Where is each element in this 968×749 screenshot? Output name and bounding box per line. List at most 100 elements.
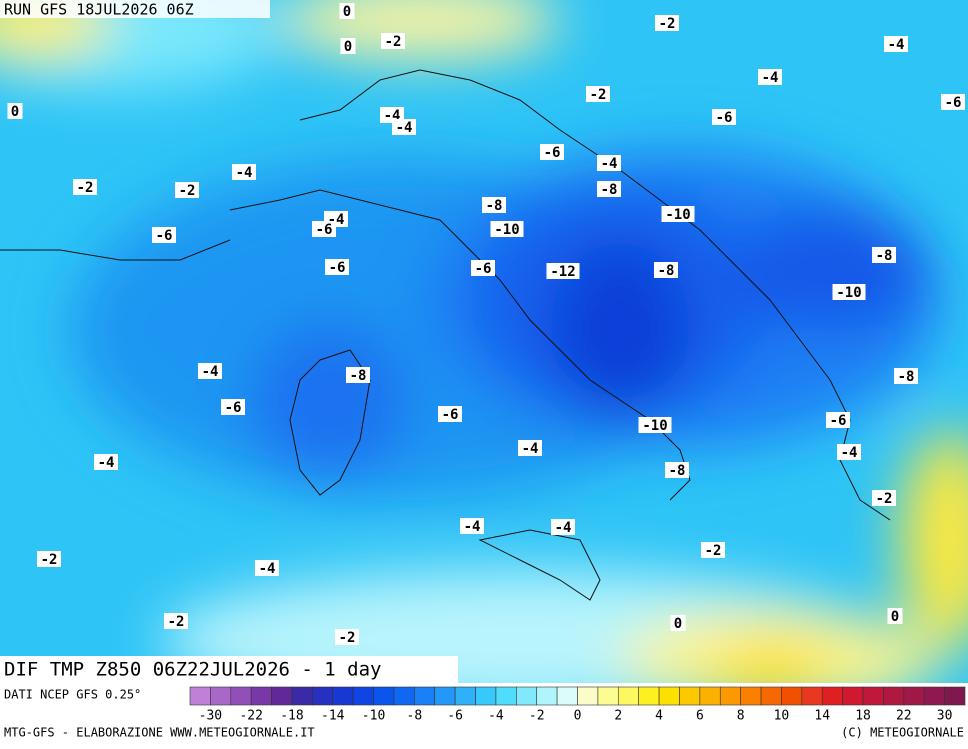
contour-label: 0 — [674, 616, 682, 632]
contour-label: 0 — [344, 39, 352, 55]
colorbar-box — [434, 686, 456, 706]
contour-label-box — [551, 519, 575, 535]
contour-label: -6 — [442, 407, 459, 423]
colorbar-box — [556, 686, 578, 706]
colorbar-tick-label: 10 — [774, 709, 790, 724]
contour-label-box — [152, 227, 176, 243]
colorbar-box — [597, 686, 619, 706]
contour-label-box — [837, 444, 861, 460]
colorbar-box — [699, 686, 721, 706]
contour-label-box — [460, 518, 484, 534]
colorbar-box — [883, 686, 905, 706]
colorbar-tick-label: 8 — [737, 709, 745, 724]
contour-label-box — [490, 221, 524, 237]
contour-label: -4 — [464, 519, 481, 535]
contour-label: -6 — [716, 110, 733, 126]
contour-label-box — [221, 399, 245, 415]
colorbar-tick-label: 0 — [574, 709, 582, 724]
contour-label-box — [872, 247, 896, 263]
contour-label-box — [255, 560, 279, 576]
contour-label: -8 — [486, 198, 503, 214]
contour-label: 0 — [11, 104, 19, 120]
contour-label-box — [232, 164, 256, 180]
contour-label: -4 — [396, 120, 413, 136]
contour-label: -6 — [544, 145, 561, 161]
contour-label: -8 — [898, 369, 915, 385]
contour-label-box — [175, 182, 199, 198]
contour-label: -4 — [601, 156, 618, 172]
colorbar-box — [577, 686, 599, 706]
contour-label-box — [597, 181, 621, 197]
contour-label: -2 — [385, 34, 402, 50]
contour-label: -8 — [876, 248, 893, 264]
colorbar-tick-label: 4 — [655, 709, 663, 724]
contour-label: -10 — [836, 285, 861, 301]
contour-label-box — [381, 33, 405, 49]
colorbar-tick-label: 2 — [614, 709, 622, 724]
contour-label: -2 — [659, 16, 676, 32]
contour-label: -6 — [329, 260, 346, 276]
contour-label: -6 — [475, 261, 492, 277]
colorbar-box — [373, 686, 395, 706]
contour-label-box — [758, 69, 782, 85]
colorbar-box — [393, 686, 415, 706]
colorbar-box — [454, 686, 476, 706]
contour-label-box — [887, 608, 903, 624]
colorbar-tick-label: -18 — [280, 709, 303, 724]
colorbar-tick-label: 22 — [896, 709, 912, 724]
colorbar-tick-label: 6 — [696, 709, 704, 724]
contour-label-box — [670, 615, 686, 631]
contour-label-box — [941, 94, 965, 110]
contour-label: -2 — [705, 543, 722, 559]
colorbar-box — [189, 686, 211, 706]
colorbar-box — [352, 686, 374, 706]
contour-label: -2 — [77, 180, 94, 196]
run-info: RUN GFS 18JUL2026 06Z — [4, 1, 194, 19]
contour-label: -6 — [225, 400, 242, 416]
colorbar-tick-label: -14 — [321, 709, 345, 724]
colorbar-box — [495, 686, 517, 706]
contour-label: -10 — [665, 207, 690, 223]
footer-left: MTG-GFS - ELABORAZIONE WWW.METEOGIORNALE… — [4, 726, 315, 740]
contour-label-box — [894, 368, 918, 384]
contour-label-box — [586, 86, 610, 102]
contour-label-box — [94, 454, 118, 470]
contour-label: -8 — [601, 182, 618, 198]
contour-label: -4 — [236, 165, 253, 181]
data-source: DATI NCEP GFS 0.25° — [4, 688, 141, 702]
contour-label: -4 — [888, 37, 905, 53]
contour-label: -6 — [830, 413, 847, 429]
contour-label: 0 — [343, 4, 351, 20]
contour-label: -2 — [339, 630, 356, 646]
contour-label-box — [164, 613, 188, 629]
colorbar-tick-label: 14 — [814, 709, 830, 724]
colorbar-tick-label: 30 — [937, 709, 953, 724]
contour-label-box — [654, 262, 678, 278]
contour-label-box — [7, 103, 23, 119]
colorbar-tick-label: -22 — [239, 709, 262, 724]
colorbar-box — [516, 686, 538, 706]
contour-label-box — [438, 406, 462, 422]
contour-label-box — [198, 363, 222, 379]
field-title: DIF TMP Z850 06Z22JUL2026 - 1 day — [4, 659, 382, 681]
contour-label: -4 — [841, 445, 858, 461]
contour-label-box — [325, 259, 349, 275]
contour-label-box — [312, 221, 336, 237]
run-box — [0, 0, 270, 18]
colorbar-box — [414, 686, 436, 706]
contour-label: 0 — [891, 609, 899, 625]
colorbar-tick-label: 18 — [855, 709, 871, 724]
colorbar-box — [740, 686, 762, 706]
contour-label: -8 — [350, 368, 367, 384]
colorbar-box — [801, 686, 823, 706]
contour-label: -10 — [642, 418, 667, 434]
contour-label-box — [638, 417, 672, 433]
contour-label: -2 — [876, 491, 893, 507]
contour-label: -4 — [762, 70, 779, 86]
colorbar-box — [210, 686, 232, 706]
contour-label-box — [597, 155, 621, 171]
contour-label: -6 — [945, 95, 962, 111]
contour-label: -4 — [202, 364, 219, 380]
contour-label-box — [540, 144, 564, 160]
